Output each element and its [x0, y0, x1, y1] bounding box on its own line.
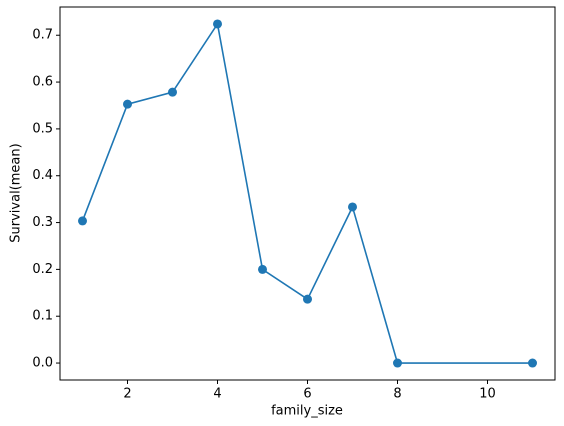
point [123, 99, 132, 109]
y-axis-label: Survival(mean) [9, 143, 24, 242]
x-tick-label: 6 [303, 387, 311, 402]
point [168, 87, 177, 97]
x-tick-label: 2 [123, 387, 131, 402]
y-tick-label: 0.1 [32, 309, 53, 324]
point [303, 294, 312, 304]
point [258, 264, 267, 274]
point [393, 358, 402, 368]
point [348, 202, 357, 212]
point [213, 19, 222, 29]
x-tick-label: 4 [213, 387, 221, 402]
y-tick-label: 0.7 [32, 28, 53, 43]
y-tick-label: 0.5 [32, 121, 53, 136]
x-tick-label: 8 [393, 387, 401, 402]
y-tick-label: 0.2 [32, 262, 53, 277]
y-tick-label: 0.4 [32, 168, 53, 183]
x-axis-label: family_size [271, 404, 343, 419]
point [528, 358, 537, 368]
x-tick-label: 10 [479, 387, 496, 402]
y-tick-label: 0.6 [32, 75, 53, 90]
y-tick-label: 0.3 [32, 215, 53, 230]
point [78, 216, 87, 226]
y-tick-label: 0.0 [32, 356, 53, 371]
